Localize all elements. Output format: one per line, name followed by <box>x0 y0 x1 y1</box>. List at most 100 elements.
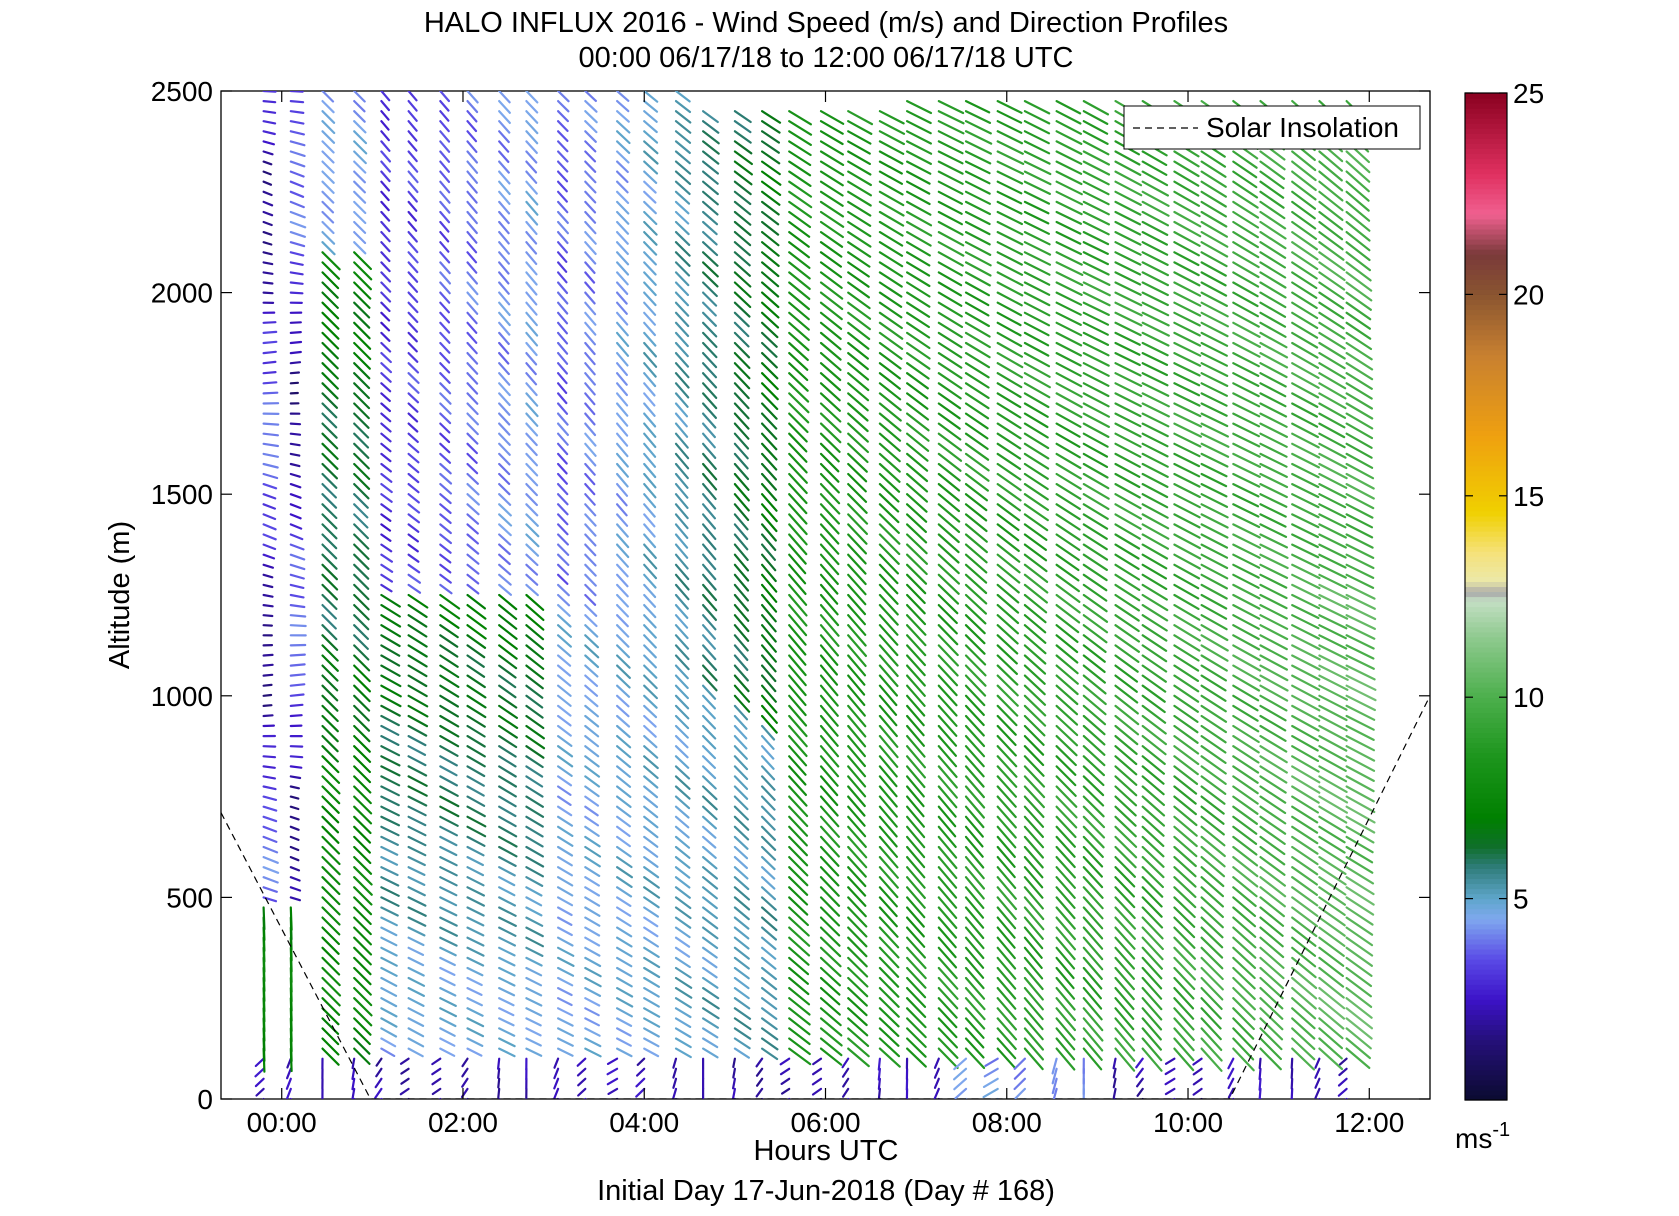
colorbar-band <box>1465 450 1507 457</box>
wind-arrow <box>498 976 516 987</box>
wind-arrow <box>498 513 513 527</box>
wind-arrow <box>996 432 1022 450</box>
wind-arrow <box>847 563 867 586</box>
wind-arrow <box>996 684 1019 707</box>
wind-arrow <box>847 462 868 483</box>
wind-arrow <box>1200 976 1224 1001</box>
wind-arrow <box>701 785 718 801</box>
wind-arrow <box>584 341 596 356</box>
wind-arrow <box>498 644 518 660</box>
wind-arrow <box>1345 795 1376 814</box>
wind-arrow <box>847 603 867 626</box>
wind-arrow <box>407 462 420 474</box>
wind-arrow <box>643 694 658 709</box>
wind-arrow <box>407 704 429 718</box>
wind-arrow <box>1173 241 1200 257</box>
wind-arrow <box>1114 271 1142 286</box>
wind-arrow <box>262 160 273 166</box>
wind-arrow <box>733 251 751 267</box>
wind-arrow <box>1141 513 1170 530</box>
wind-arrow <box>1200 684 1227 702</box>
wind-arrow <box>996 472 1022 492</box>
wind-arrow <box>1345 352 1374 371</box>
wind-arrow <box>466 886 485 897</box>
wind-arrow <box>1082 795 1105 818</box>
wind-arrow <box>380 684 402 698</box>
wind-arrow <box>584 845 602 858</box>
wind-arrow <box>674 835 691 849</box>
wind-arrow <box>1232 734 1260 754</box>
wind-arrow <box>733 382 750 400</box>
wind-arrow <box>819 785 839 807</box>
wind-arrow <box>380 1037 397 1048</box>
wind-arrow <box>733 462 750 481</box>
wind-arrow <box>439 855 458 867</box>
wind-arrow <box>1082 382 1110 398</box>
wind-arrow <box>498 785 517 798</box>
wind-arrow <box>643 745 659 759</box>
wind-arrow <box>615 200 630 215</box>
wind-arrow <box>1200 210 1228 228</box>
wind-arrow <box>733 170 753 186</box>
wind-arrow <box>407 251 419 264</box>
wind-arrow <box>556 372 568 385</box>
wind-arrow <box>1114 402 1142 418</box>
wind-arrow <box>847 432 870 454</box>
wind-arrow <box>643 1007 661 1018</box>
wind-arrow <box>1232 220 1260 239</box>
wind-arrow <box>878 976 900 998</box>
wind-arrow <box>584 644 600 659</box>
wind-arrow <box>937 886 958 909</box>
wind-arrow <box>1141 926 1164 951</box>
wind-arrow <box>439 573 452 584</box>
wind-arrow <box>819 603 840 627</box>
wind-arrow <box>1055 674 1079 696</box>
wind-arrow <box>353 684 371 703</box>
wind-arrow <box>439 120 450 133</box>
wind-arrow <box>819 321 842 340</box>
wind-arrow <box>1291 241 1319 261</box>
wind-arrow <box>466 472 479 485</box>
wind-arrow <box>556 271 568 284</box>
wind-arrow <box>819 684 839 707</box>
wind-arrow <box>1232 714 1260 733</box>
wind-arrow <box>674 523 689 540</box>
wind-arrow <box>1200 966 1224 991</box>
colorbar-band <box>1465 813 1507 819</box>
wind-arrow <box>497 1077 501 1089</box>
wind-arrow <box>1318 352 1346 370</box>
wind-arrow <box>701 624 717 640</box>
colorbar-band <box>1465 767 1507 774</box>
wind-arrow <box>1173 281 1202 297</box>
wind-arrow <box>353 1007 373 1027</box>
wind-arrow <box>321 553 338 570</box>
wind-arrow <box>262 855 279 864</box>
wind-arrow <box>289 220 307 229</box>
wind-arrow <box>701 896 718 910</box>
wind-arrow <box>556 684 572 697</box>
wind-arrow <box>1173 634 1201 652</box>
colorbar-band <box>1465 284 1507 290</box>
wind-arrow <box>584 483 596 496</box>
wind-arrow <box>407 412 419 423</box>
wind-arrow <box>498 281 510 295</box>
wind-arrow <box>1291 220 1318 240</box>
wind-arrow <box>788 1017 811 1036</box>
colorbar-band <box>1465 742 1507 749</box>
wind-arrow <box>1291 603 1320 620</box>
wind-arrow <box>1055 976 1076 1000</box>
wind-arrow <box>788 664 807 687</box>
wind-arrow <box>466 966 484 977</box>
wind-arrow <box>439 1037 456 1047</box>
wind-arrow <box>1318 281 1345 300</box>
wind-arrow <box>1291 573 1321 590</box>
wind-arrow <box>380 986 398 997</box>
wind-arrow <box>996 755 1018 778</box>
wind-arrow <box>878 170 904 185</box>
wind-arrow <box>525 341 538 357</box>
wind-arrow <box>878 483 900 503</box>
wind-arrow <box>321 785 341 805</box>
wind-arrow <box>847 966 869 988</box>
wind-arrow <box>996 1037 1017 1060</box>
wind-arrow <box>1318 493 1347 509</box>
